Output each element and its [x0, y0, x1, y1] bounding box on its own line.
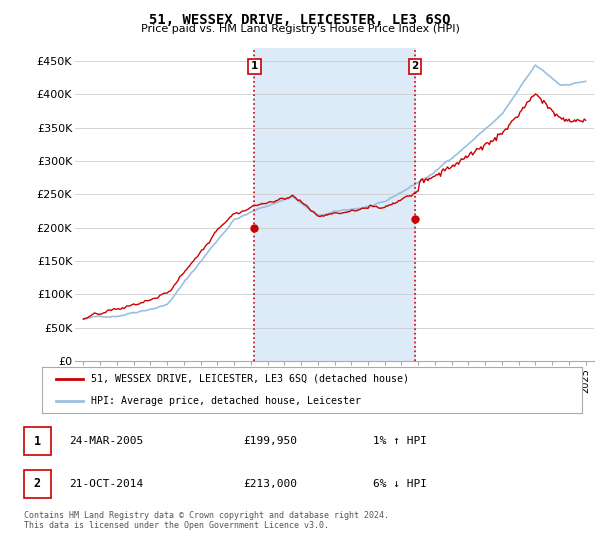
FancyBboxPatch shape: [23, 470, 51, 498]
Text: 6% ↓ HPI: 6% ↓ HPI: [373, 479, 427, 489]
Bar: [254, 48, 415, 361]
Text: 1% ↑ HPI: 1% ↑ HPI: [373, 436, 427, 446]
Text: 51, WESSEX DRIVE, LEICESTER, LE3 6SQ: 51, WESSEX DRIVE, LEICESTER, LE3 6SQ: [149, 13, 451, 27]
FancyBboxPatch shape: [23, 427, 51, 455]
Text: 1: 1: [34, 435, 41, 448]
Text: 21-OCT-2014: 21-OCT-2014: [69, 479, 143, 489]
Text: 2: 2: [411, 62, 418, 72]
Text: £199,950: £199,950: [244, 436, 298, 446]
Text: 1: 1: [251, 62, 258, 72]
Text: Contains HM Land Registry data © Crown copyright and database right 2024.
This d: Contains HM Land Registry data © Crown c…: [24, 511, 389, 530]
Text: 24-MAR-2005: 24-MAR-2005: [69, 436, 143, 446]
Text: HPI: Average price, detached house, Leicester: HPI: Average price, detached house, Leic…: [91, 396, 361, 406]
Text: 2: 2: [34, 477, 41, 491]
Text: Price paid vs. HM Land Registry's House Price Index (HPI): Price paid vs. HM Land Registry's House …: [140, 24, 460, 34]
Text: 51, WESSEX DRIVE, LEICESTER, LE3 6SQ (detached house): 51, WESSEX DRIVE, LEICESTER, LE3 6SQ (de…: [91, 374, 409, 384]
Text: £213,000: £213,000: [244, 479, 298, 489]
